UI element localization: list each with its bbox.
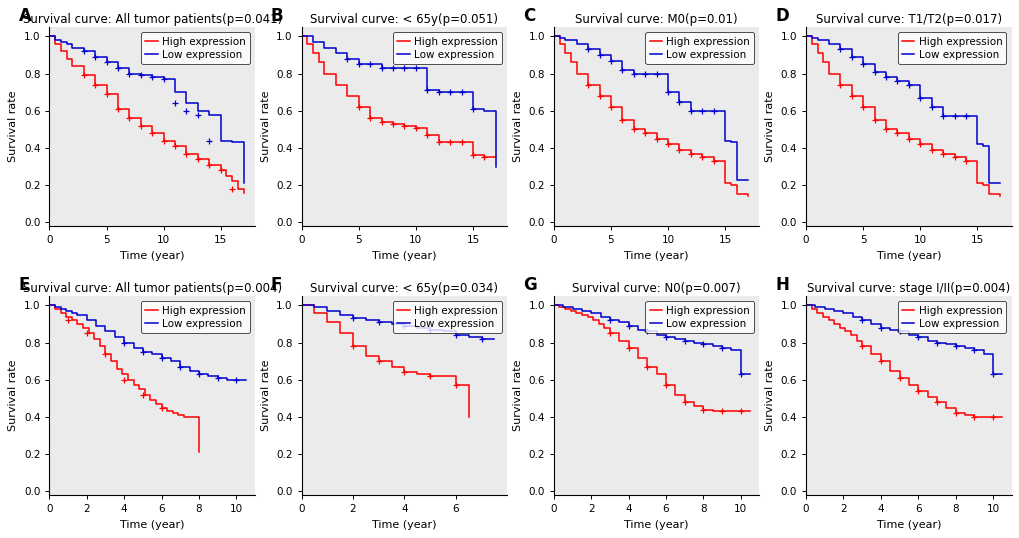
Title: Survival curve: N0(p=0.007): Survival curve: N0(p=0.007) [572, 282, 740, 295]
Title: Survival curve: < 65y(p=0.051): Survival curve: < 65y(p=0.051) [310, 13, 498, 26]
Text: H: H [774, 277, 789, 294]
Title: Survival curve: M0(p=0.01): Survival curve: M0(p=0.01) [575, 13, 737, 26]
Title: Survival curve: T1/T2(p=0.017): Survival curve: T1/T2(p=0.017) [815, 13, 1001, 26]
Legend: High expression, Low expression: High expression, Low expression [645, 301, 753, 333]
Text: A: A [18, 8, 32, 25]
Legend: High expression, Low expression: High expression, Low expression [141, 32, 250, 64]
X-axis label: Time (year): Time (year) [624, 251, 688, 261]
Legend: High expression, Low expression: High expression, Low expression [645, 32, 753, 64]
Title: Survival curve: stage I/II(p=0.004): Survival curve: stage I/II(p=0.004) [806, 282, 1010, 295]
Y-axis label: Survival rate: Survival rate [764, 91, 774, 162]
X-axis label: Time (year): Time (year) [120, 520, 184, 530]
X-axis label: Time (year): Time (year) [120, 251, 184, 261]
Legend: High expression, Low expression: High expression, Low expression [393, 301, 501, 333]
Title: Survival curve: < 65y(p=0.034): Survival curve: < 65y(p=0.034) [310, 282, 498, 295]
Legend: High expression, Low expression: High expression, Low expression [393, 32, 501, 64]
X-axis label: Time (year): Time (year) [372, 520, 436, 530]
Legend: High expression, Low expression: High expression, Low expression [897, 32, 1006, 64]
Legend: High expression, Low expression: High expression, Low expression [141, 301, 250, 333]
Legend: High expression, Low expression: High expression, Low expression [897, 301, 1006, 333]
Y-axis label: Survival rate: Survival rate [513, 91, 523, 162]
Y-axis label: Survival rate: Survival rate [260, 91, 270, 162]
Text: C: C [523, 8, 535, 25]
Title: Survival curve: All tumor patients(p=0.004): Survival curve: All tumor patients(p=0.0… [22, 282, 281, 295]
Title: Survival curve: All tumor patients(p=0.041): Survival curve: All tumor patients(p=0.0… [22, 13, 281, 26]
X-axis label: Time (year): Time (year) [372, 251, 436, 261]
Text: E: E [18, 277, 30, 294]
X-axis label: Time (year): Time (year) [624, 520, 688, 530]
X-axis label: Time (year): Time (year) [875, 520, 941, 530]
Text: G: G [523, 277, 536, 294]
Y-axis label: Survival rate: Survival rate [260, 360, 270, 431]
Y-axis label: Survival rate: Survival rate [764, 360, 774, 431]
X-axis label: Time (year): Time (year) [875, 251, 941, 261]
Text: D: D [774, 8, 789, 25]
Text: B: B [270, 8, 283, 25]
Y-axis label: Survival rate: Survival rate [8, 91, 18, 162]
Y-axis label: Survival rate: Survival rate [513, 360, 523, 431]
Y-axis label: Survival rate: Survival rate [8, 360, 18, 431]
Text: F: F [270, 277, 282, 294]
